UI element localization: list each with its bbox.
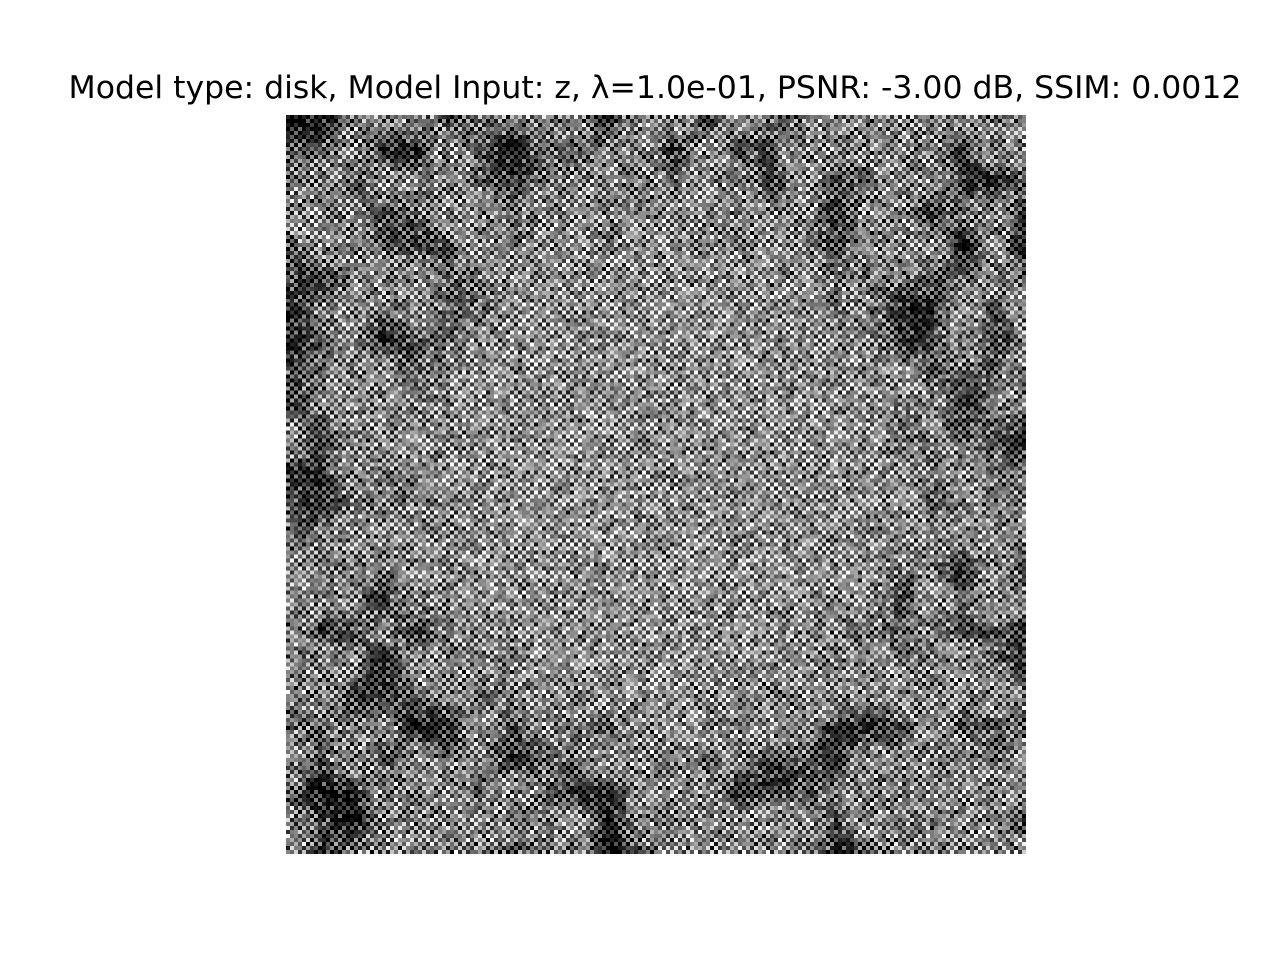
reconstruction-image	[286, 115, 1026, 854]
figure-title: Model type: disk, Model Input: z, λ=1.0e…	[68, 70, 1242, 106]
noise-image-canvas	[286, 115, 1026, 854]
